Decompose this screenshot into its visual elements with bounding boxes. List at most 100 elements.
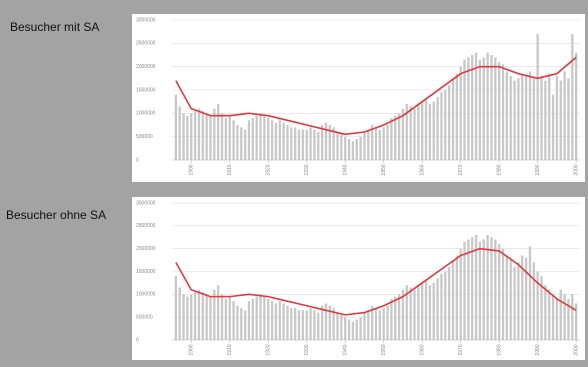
bar xyxy=(317,132,320,160)
bar xyxy=(340,134,343,160)
bar xyxy=(174,94,178,160)
bar xyxy=(394,296,397,340)
y-tick-label: 1000000 xyxy=(136,111,156,117)
bar xyxy=(394,115,397,160)
bar xyxy=(193,292,197,340)
bar xyxy=(355,319,358,340)
bar xyxy=(467,57,470,161)
bar xyxy=(459,66,462,160)
bar xyxy=(559,289,562,340)
bar xyxy=(563,294,566,340)
bar xyxy=(440,92,443,160)
bar xyxy=(521,255,524,340)
bar xyxy=(305,129,308,160)
bar xyxy=(174,276,178,340)
bar xyxy=(305,310,308,340)
bar xyxy=(259,113,262,160)
bar xyxy=(255,296,258,340)
bar xyxy=(382,127,385,160)
bar xyxy=(213,108,216,160)
y-tick-label: 500000 xyxy=(136,134,153,140)
bar xyxy=(270,120,274,160)
bar xyxy=(370,305,374,340)
x-tick-label: 1960 xyxy=(420,344,426,355)
bar xyxy=(286,305,289,340)
bar xyxy=(455,73,458,160)
bar xyxy=(378,129,382,160)
x-tick-label: 2000 xyxy=(573,164,579,175)
bar xyxy=(301,129,305,160)
bar xyxy=(328,125,331,160)
bar xyxy=(559,80,562,160)
bar xyxy=(451,78,455,160)
bar xyxy=(509,260,512,340)
bar xyxy=(247,301,251,340)
bar xyxy=(505,255,509,340)
bar xyxy=(294,308,297,340)
bar xyxy=(178,106,181,160)
bar xyxy=(501,64,505,160)
y-tick-label: 0 xyxy=(136,157,139,163)
bar xyxy=(382,308,385,340)
bar xyxy=(193,111,197,160)
bar xyxy=(367,310,370,340)
bar xyxy=(190,113,193,160)
bar xyxy=(482,57,485,161)
bar xyxy=(197,289,201,340)
x-tick-label: 1910 xyxy=(227,164,233,175)
bar xyxy=(201,111,204,160)
bar xyxy=(347,319,351,340)
bar xyxy=(197,108,201,160)
x-tick-label: 1950 xyxy=(381,344,387,355)
bar xyxy=(201,292,204,340)
bar xyxy=(486,234,489,340)
bar xyxy=(213,289,216,340)
bar xyxy=(363,132,366,160)
bar xyxy=(359,136,362,160)
bar xyxy=(228,115,231,160)
bar xyxy=(290,308,293,340)
bar xyxy=(278,120,281,160)
y-tick-label: 2000000 xyxy=(136,64,156,70)
bar xyxy=(494,239,497,340)
bar xyxy=(536,271,539,340)
bar xyxy=(270,301,274,340)
bar xyxy=(482,239,485,340)
bar xyxy=(574,303,578,340)
bar xyxy=(432,282,435,340)
bar xyxy=(421,101,424,160)
bar xyxy=(432,101,435,160)
bar xyxy=(571,34,574,160)
bar xyxy=(390,118,393,160)
bar xyxy=(320,305,324,340)
bar xyxy=(513,80,516,160)
bar xyxy=(355,139,358,160)
bar xyxy=(367,129,370,160)
bar xyxy=(567,298,570,340)
bar xyxy=(571,294,574,340)
bar xyxy=(309,308,312,340)
x-tick-label: 1900 xyxy=(189,164,195,175)
bar xyxy=(424,99,428,160)
bar xyxy=(332,308,335,340)
x-tick-label: 1960 xyxy=(420,164,426,175)
x-tick-label: 1940 xyxy=(343,344,349,355)
x-tick-label: 1990 xyxy=(535,164,541,175)
bar xyxy=(386,125,389,160)
y-tick-label: 2000000 xyxy=(136,246,156,252)
x-tick-label: 2000 xyxy=(573,344,579,355)
bar xyxy=(528,71,532,160)
bar xyxy=(521,73,524,160)
bar xyxy=(540,76,543,160)
bar xyxy=(205,294,208,340)
bar xyxy=(351,141,355,160)
bar xyxy=(332,127,335,160)
bar xyxy=(294,127,297,160)
bar xyxy=(182,294,185,340)
bar xyxy=(190,294,193,340)
bar xyxy=(474,52,478,160)
trend-line xyxy=(175,247,577,316)
bar xyxy=(240,127,243,160)
bar xyxy=(555,76,559,160)
